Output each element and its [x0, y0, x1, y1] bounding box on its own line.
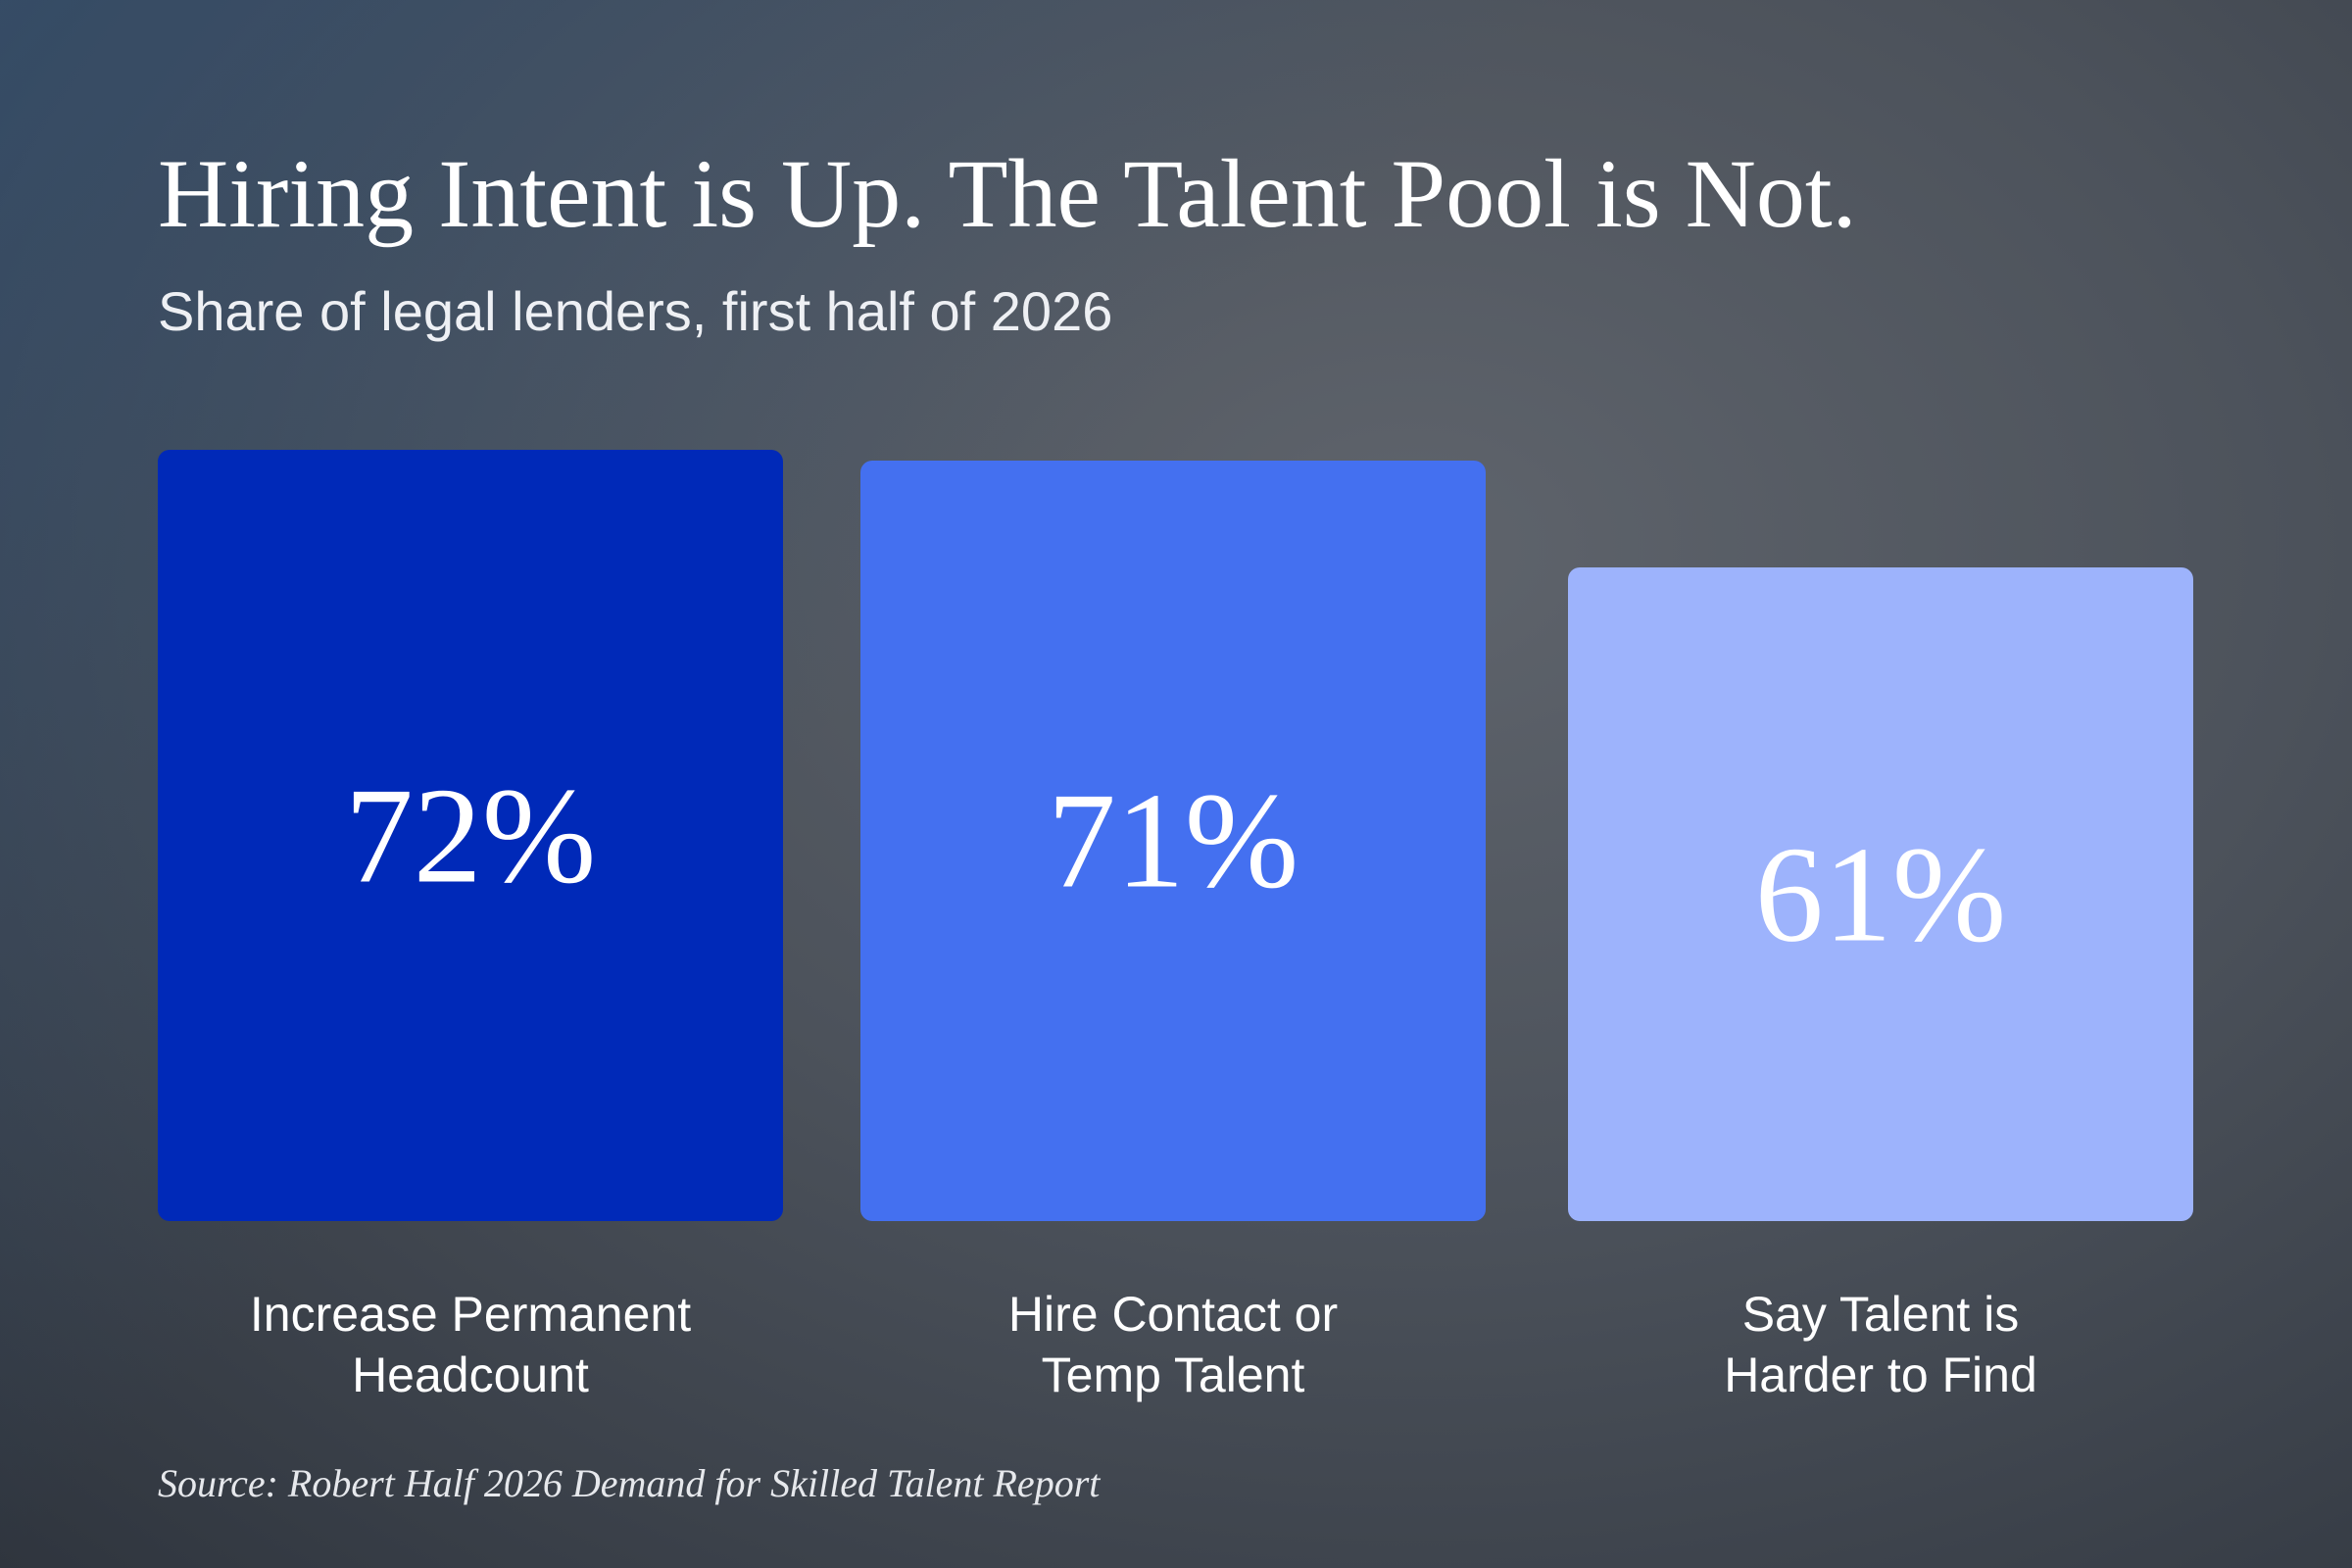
- category-label: Say Talent is Harder to Find: [1724, 1287, 2037, 1402]
- value-label: 71%: [1047, 764, 1299, 917]
- value-label: 61%: [1754, 818, 2007, 971]
- category-label: Increase Permanent Headcount: [249, 1287, 692, 1402]
- category-label: Hire Contact or Temp Talent: [1007, 1287, 1339, 1402]
- bar: [158, 450, 783, 1221]
- bar: [860, 460, 1486, 1221]
- bar: [1568, 567, 2193, 1221]
- value-label: 72%: [344, 760, 597, 911]
- source-note: Source: Robert Half 2026 Demand for Skil…: [158, 1461, 1101, 1505]
- chart-subtitle: Share of legal lenders, first half of 20…: [158, 280, 1113, 342]
- chart-title: Hiring Intent is Up. The Talent Pool is …: [158, 139, 1857, 248]
